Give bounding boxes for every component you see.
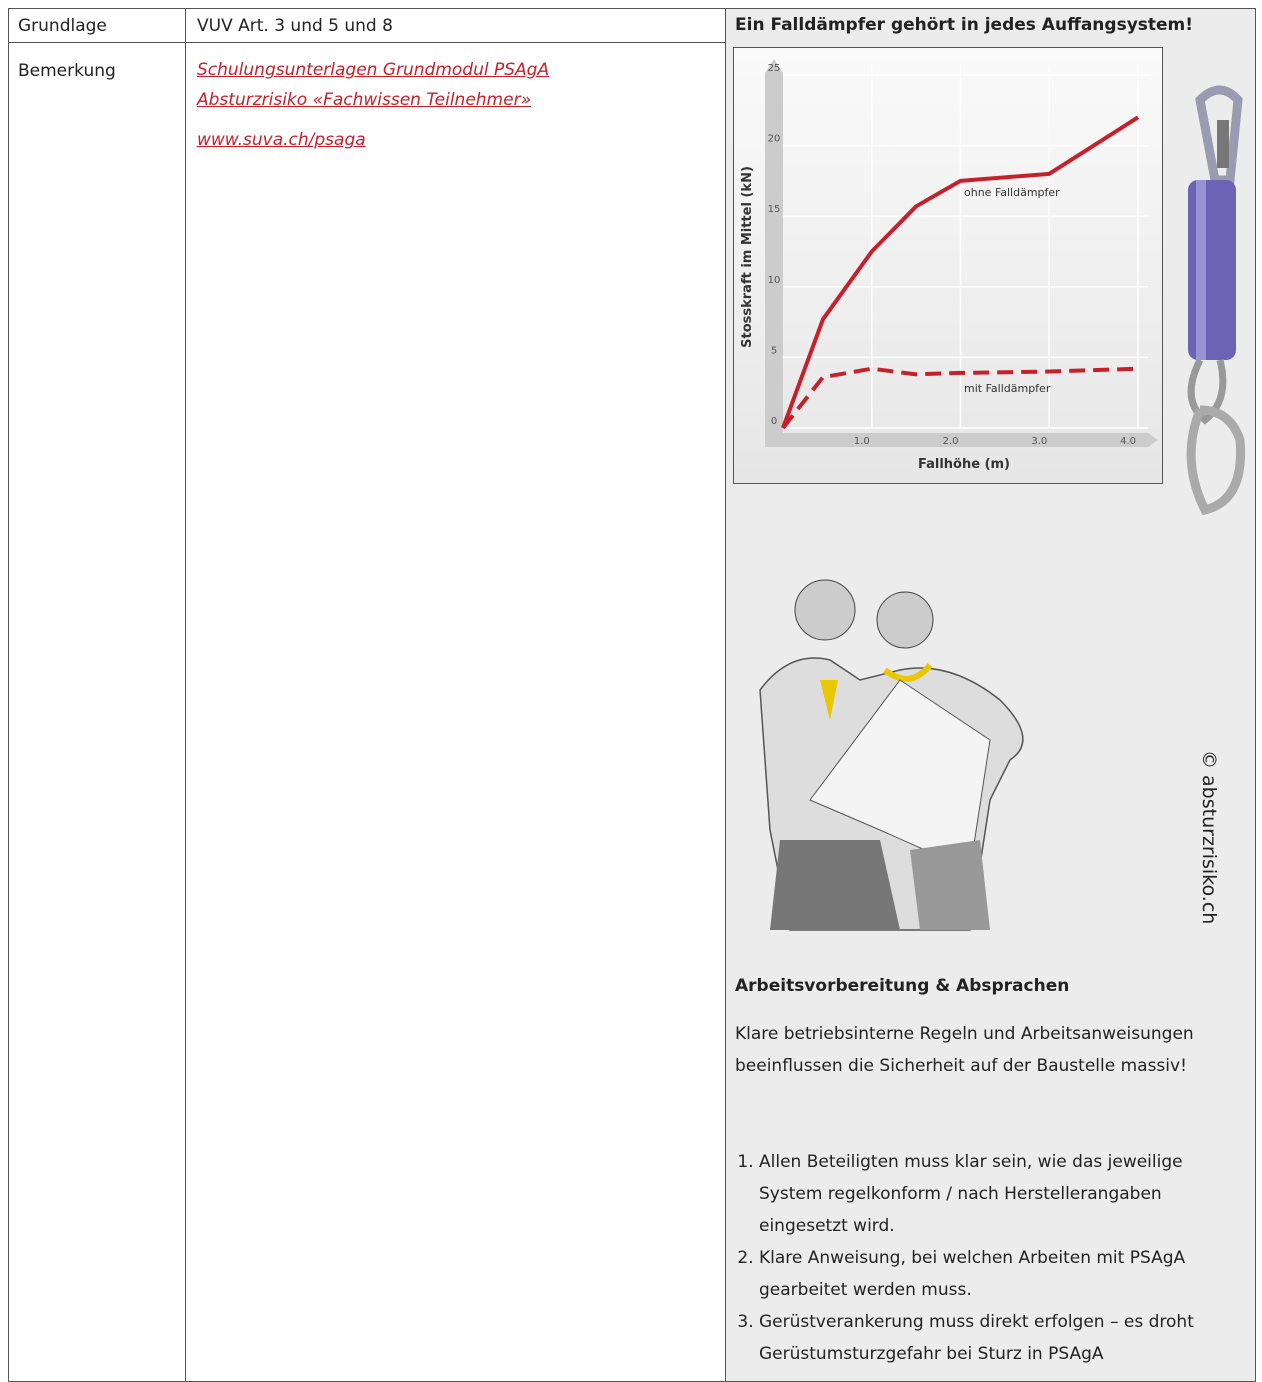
x-tick-label: 3.0 bbox=[1031, 436, 1047, 447]
y-tick-label: 0 bbox=[771, 416, 777, 427]
paragraph: Klare betriebsinterne Regeln und Arbeits… bbox=[735, 1024, 1194, 1076]
x-tick-label: 2.0 bbox=[943, 436, 959, 447]
y-tick-label: 20 bbox=[768, 134, 781, 145]
link[interactable]: www.suva.ch/psaga bbox=[197, 130, 366, 150]
links: Schulungsunterlagen Grundmodul PSAgA Abs… bbox=[197, 55, 627, 155]
y-axis-label: Stosskraft im Mittel (kN) bbox=[740, 166, 755, 348]
series-line bbox=[781, 366, 1139, 430]
y-tick-label: 15 bbox=[768, 204, 781, 215]
y-axis-band bbox=[765, 59, 783, 447]
y-tick-label: 25 bbox=[768, 63, 781, 74]
list-item: Klare Anweisung, bei welchen Arbeiten mi… bbox=[759, 1242, 1249, 1306]
workers-illustration bbox=[759, 579, 1024, 931]
chart: Fallhöhe (m) Stosskraft im Mittel (kN) 0… bbox=[733, 47, 1163, 484]
section-heading: Arbeitsvorbereitung & Absprachen bbox=[735, 976, 1070, 996]
x-axis-band bbox=[783, 433, 1158, 447]
chart-frame bbox=[733, 47, 1163, 484]
row-content: VUV Art. 3 und 5 und 8 bbox=[197, 16, 393, 36]
credit: © absturzrisiko.ch bbox=[1198, 750, 1220, 925]
row-label: Bemerkung bbox=[18, 61, 116, 81]
link[interactable]: Schulungsunterlagen Grundmodul PSAgA Abs… bbox=[197, 60, 550, 110]
x-tick-label: 1.0 bbox=[854, 436, 870, 447]
x-tick-label: 4.0 bbox=[1120, 436, 1136, 447]
list: Allen Beteiligten muss klar sein, wie da… bbox=[735, 1146, 1249, 1370]
y-tick-label: 5 bbox=[771, 345, 777, 356]
list-item: Allen Beteiligten muss klar sein, wie da… bbox=[759, 1146, 1249, 1242]
shock-absorber-illustration bbox=[1186, 85, 1246, 516]
cell bbox=[185, 42, 726, 1382]
panel-title: Ein Falldämpfer gehört in jedes Auffangs… bbox=[735, 15, 1194, 35]
series-line bbox=[781, 115, 1140, 429]
list-item: Gerüstverankerung muss direkt erfolgen –… bbox=[759, 1306, 1249, 1370]
y-tick-label: 10 bbox=[768, 275, 781, 286]
row-label: Grundlage bbox=[18, 16, 107, 36]
cell bbox=[8, 42, 186, 1382]
x-axis-label: Fallhöhe (m) bbox=[918, 457, 1010, 472]
series-label: mit Falldämpfer bbox=[964, 382, 1051, 395]
series-label: ohne Falldämpfer bbox=[964, 186, 1060, 199]
